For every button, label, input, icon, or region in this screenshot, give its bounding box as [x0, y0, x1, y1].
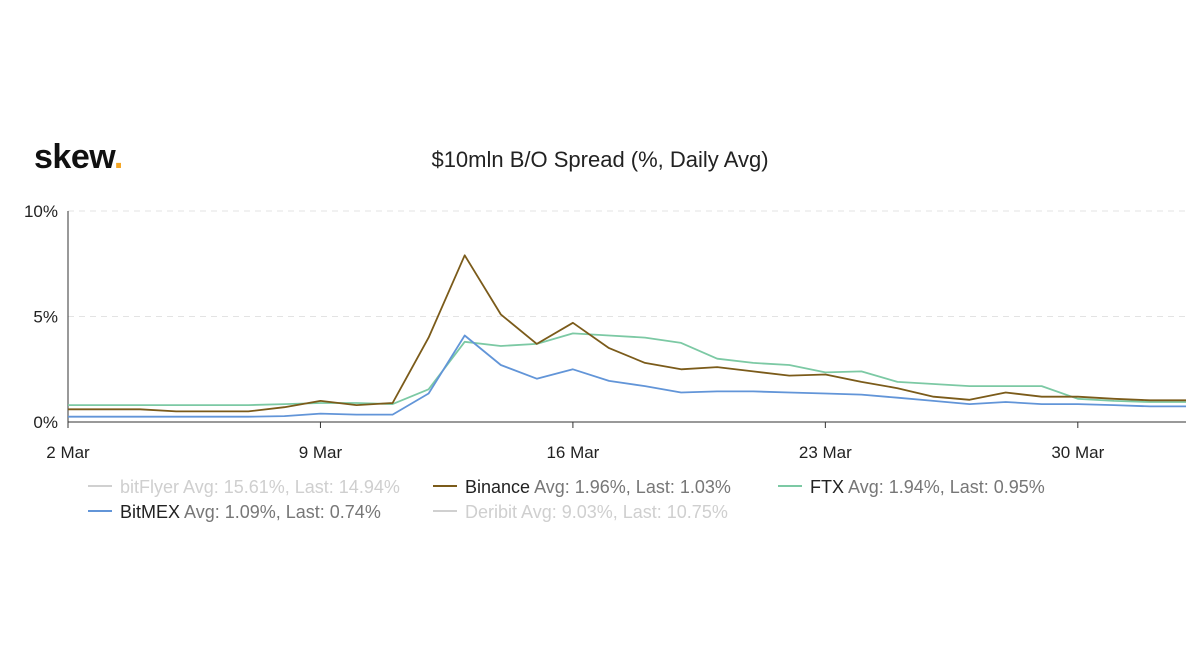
y-tick-label: 10%	[24, 202, 58, 221]
legend-series-stats: Avg: 9.03%, Last: 10.75%	[517, 502, 728, 522]
axis-layer: 0% 5% 10% 2 Mar 9 Mar 16 Mar 23 Mar 30 Mar	[24, 202, 1186, 462]
skew-logo: skew.	[34, 138, 123, 177]
y-tick-label: 5%	[33, 308, 58, 327]
logo-dot: .	[113, 138, 123, 176]
series-line-binance	[68, 254, 1186, 413]
legend-series-name: Deribit	[465, 502, 518, 522]
legend-series-stats: Avg: 15.61%, Last: 14.94%	[179, 477, 400, 497]
legend-item-bitflyer[interactable]: bitFlyer Avg: 15.61%, Last: 14.94%	[88, 477, 400, 498]
legend-series-stats: Avg: 1.94%, Last: 0.95%	[844, 477, 1045, 497]
grid-layer	[68, 210, 1186, 317]
chart-title: $10mln B/O Spread (%, Daily Avg)	[431, 147, 769, 172]
x-tick-label: 9 Mar	[299, 443, 343, 462]
x-tick-label: 30 Mar	[1051, 443, 1104, 462]
y-tick-label: 0%	[33, 413, 58, 432]
legend-swatch	[433, 485, 457, 488]
series-layer	[68, 254, 1186, 418]
series-line-ftx	[68, 332, 1186, 407]
x-tick-label: 2 Mar	[46, 443, 90, 462]
legend-series-name: Binance	[465, 477, 531, 497]
legend-swatch	[778, 485, 802, 488]
legend-swatch	[433, 510, 457, 513]
x-tick-label: 23 Mar	[799, 443, 852, 462]
legend-swatch	[88, 510, 112, 513]
legend-swatch	[88, 485, 112, 488]
legend-series-stats: Avg: 1.09%, Last: 0.74%	[180, 502, 381, 522]
legend-item-binance[interactable]: Binance Avg: 1.96%, Last: 1.03%	[433, 477, 731, 498]
logo-text: skew	[34, 138, 114, 176]
chart-area: 0% 5% 10% 2 Mar 9 Mar 16 Mar 23 Mar 30 Mar	[24, 202, 1186, 462]
series-line-bitmex	[68, 334, 1186, 418]
legend-series-stats: Avg: 1.96%, Last: 1.03%	[530, 477, 731, 497]
x-tick-label: 16 Mar	[546, 443, 599, 462]
legend-series-name: bitFlyer	[120, 477, 180, 497]
legend-item-deribit[interactable]: Deribit Avg: 9.03%, Last: 10.75%	[433, 502, 728, 523]
legend-item-ftx[interactable]: FTX Avg: 1.94%, Last: 0.95%	[778, 477, 1045, 498]
legend-series-name: BitMEX	[120, 502, 181, 522]
legend-item-bitmex[interactable]: BitMEX Avg: 1.09%, Last: 0.74%	[88, 502, 381, 523]
legend-series-name: FTX	[810, 477, 844, 497]
